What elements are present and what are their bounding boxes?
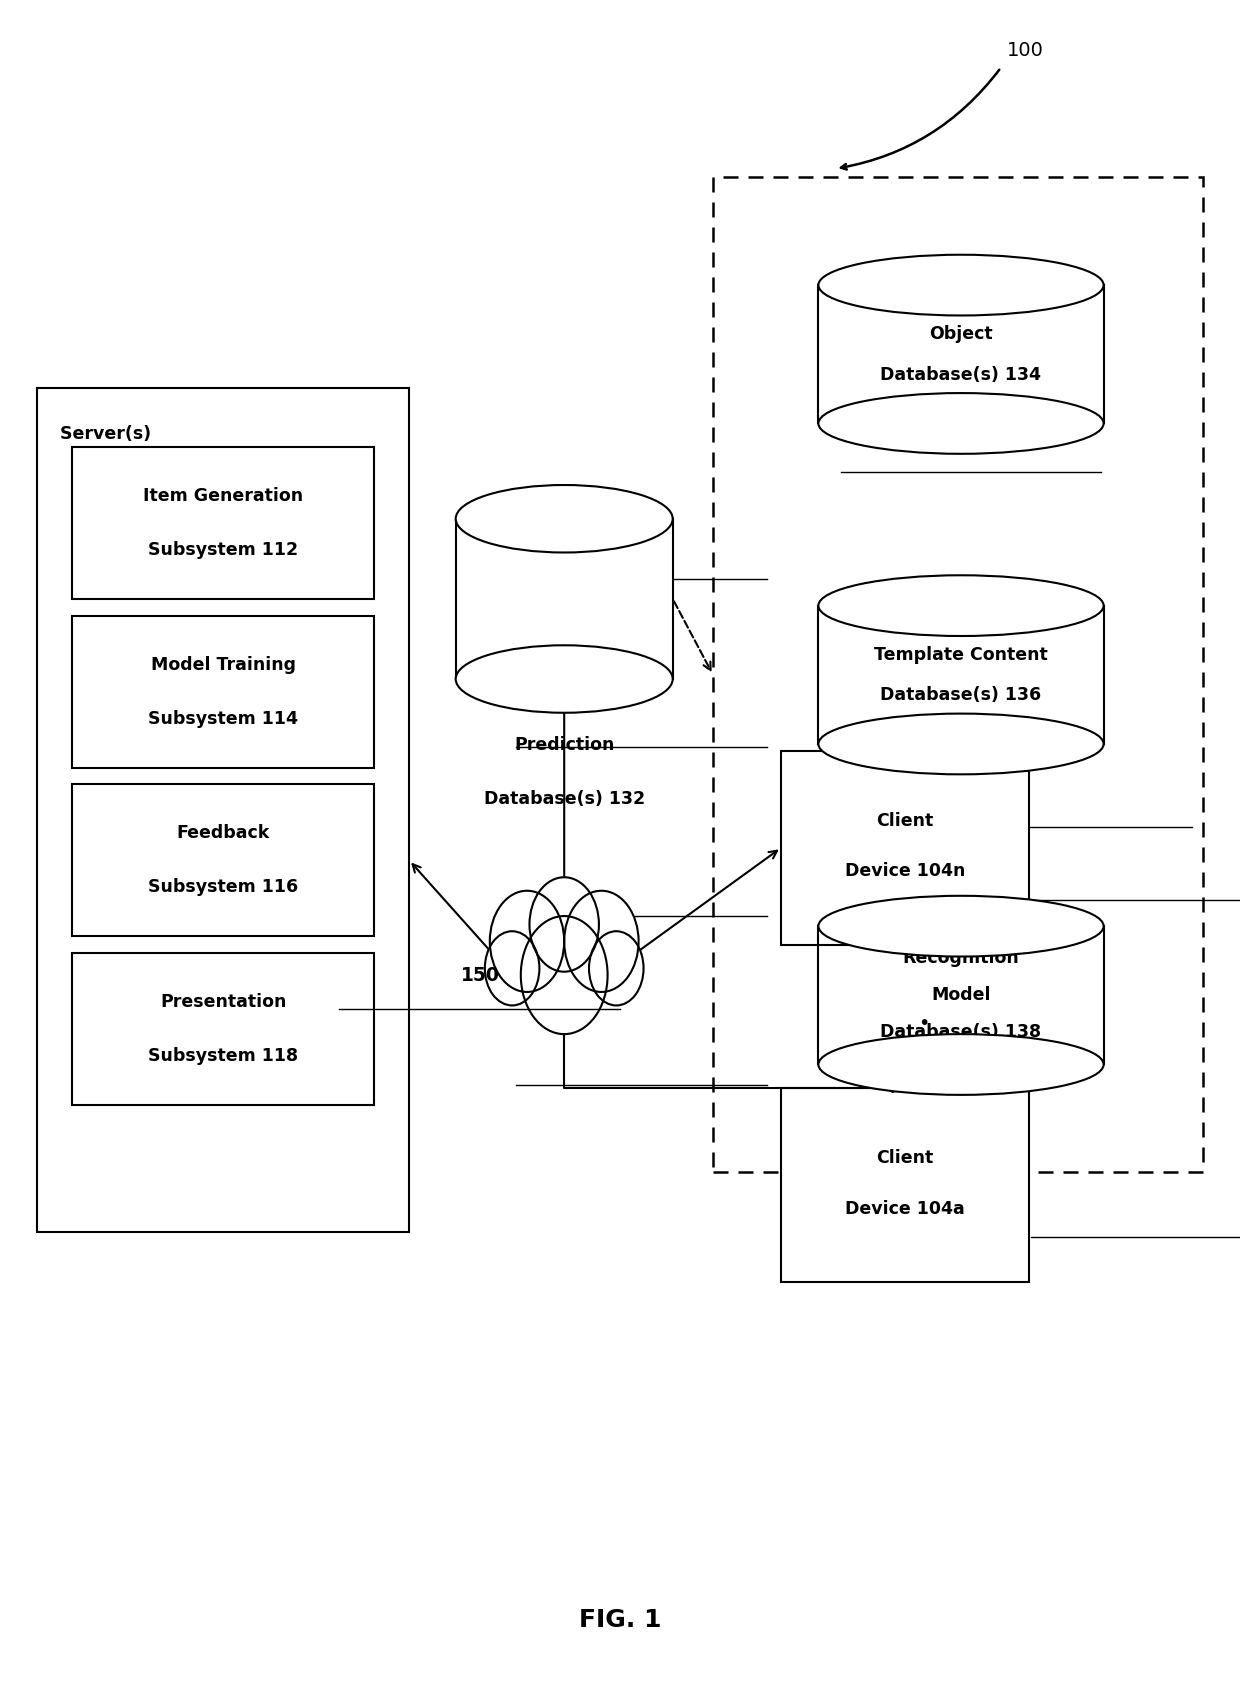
Ellipse shape <box>818 1034 1104 1095</box>
Text: Database(s) 134: Database(s) 134 <box>880 366 1042 383</box>
FancyBboxPatch shape <box>781 751 1029 945</box>
FancyBboxPatch shape <box>781 1088 1029 1282</box>
Text: Feedback: Feedback <box>176 825 270 842</box>
Circle shape <box>490 891 564 992</box>
Text: Subsystem 118: Subsystem 118 <box>148 1048 299 1064</box>
Text: Client: Client <box>877 1149 934 1167</box>
Text: Server(s): Server(s) <box>60 425 156 444</box>
Text: 150: 150 <box>460 965 500 985</box>
FancyBboxPatch shape <box>37 388 409 1232</box>
Text: Subsystem 116: Subsystem 116 <box>148 879 299 896</box>
FancyBboxPatch shape <box>72 784 374 936</box>
Text: Item Generation: Item Generation <box>143 488 304 504</box>
Circle shape <box>564 891 639 992</box>
Ellipse shape <box>818 896 1104 957</box>
Circle shape <box>529 877 599 972</box>
Text: Database(s) 138: Database(s) 138 <box>880 1024 1042 1041</box>
Ellipse shape <box>818 575 1104 636</box>
Ellipse shape <box>818 714 1104 774</box>
Circle shape <box>521 916 608 1034</box>
Text: Subsystem 114: Subsystem 114 <box>149 710 298 727</box>
Bar <box>818 606 1104 744</box>
Bar <box>818 285 1104 423</box>
Bar <box>456 520 672 678</box>
Text: Subsystem 112: Subsystem 112 <box>148 542 299 558</box>
Text: Presentation: Presentation <box>160 994 286 1011</box>
Text: Client: Client <box>877 811 934 830</box>
Text: Model Training: Model Training <box>151 656 295 673</box>
FancyBboxPatch shape <box>72 953 374 1105</box>
Text: Database(s) 136: Database(s) 136 <box>880 687 1042 703</box>
Text: Model: Model <box>931 987 991 1004</box>
Ellipse shape <box>818 393 1104 454</box>
Text: FIG. 1: FIG. 1 <box>579 1608 661 1631</box>
Text: Prediction: Prediction <box>515 736 614 754</box>
FancyBboxPatch shape <box>72 616 374 768</box>
Bar <box>818 926 1104 1064</box>
Circle shape <box>485 931 539 1005</box>
Text: Template Content: Template Content <box>874 646 1048 663</box>
Text: 100: 100 <box>1007 40 1044 61</box>
Text: 102: 102 <box>841 425 877 444</box>
Text: Device 104a: Device 104a <box>846 1199 965 1218</box>
Text: Database(s) 132: Database(s) 132 <box>484 790 645 808</box>
Ellipse shape <box>456 644 672 712</box>
FancyBboxPatch shape <box>72 447 374 599</box>
Text: Recognition: Recognition <box>903 950 1019 967</box>
Text: Object: Object <box>929 326 993 342</box>
Text: Device 104n: Device 104n <box>844 862 966 881</box>
Text: •
•
•: • • • <box>918 1014 930 1078</box>
Ellipse shape <box>818 255 1104 315</box>
Ellipse shape <box>456 486 672 553</box>
Circle shape <box>589 931 644 1005</box>
